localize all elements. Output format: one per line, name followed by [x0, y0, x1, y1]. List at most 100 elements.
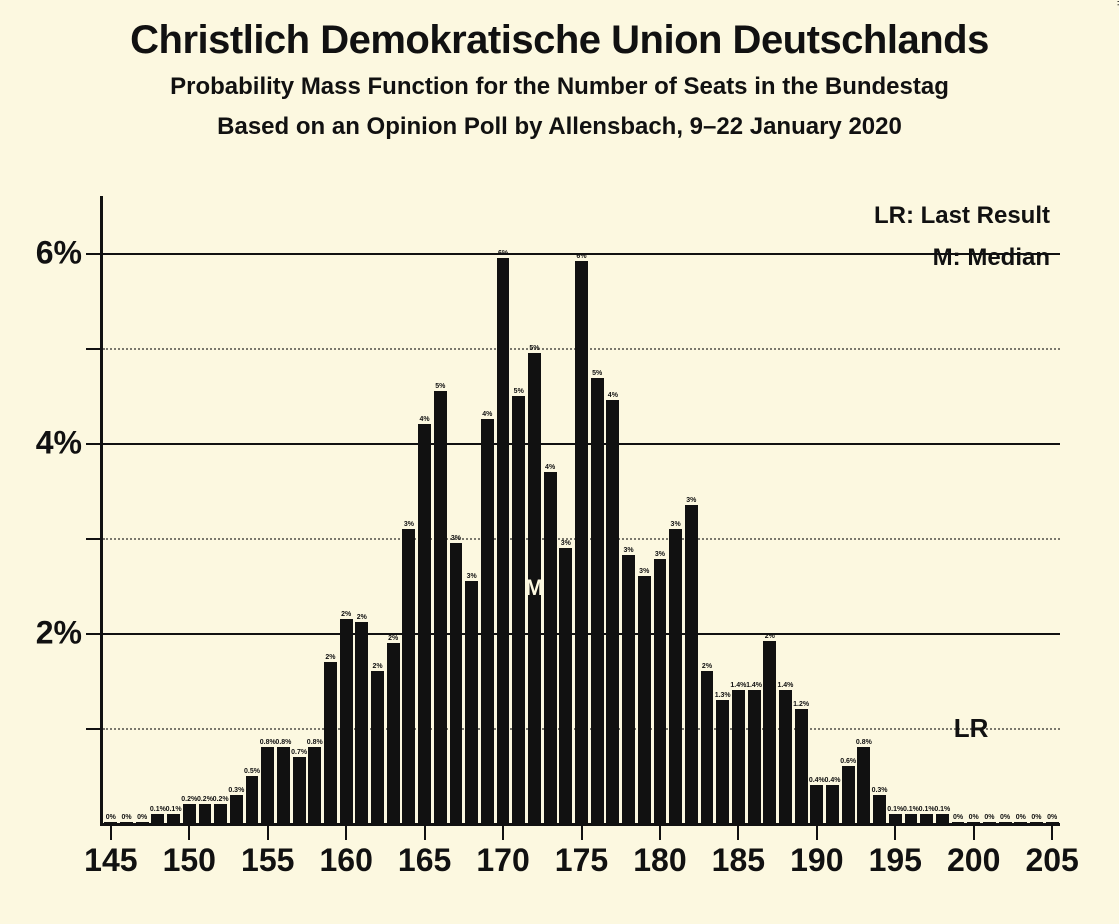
- bar: 0%: [104, 822, 117, 823]
- bar: 0.1%: [151, 814, 164, 824]
- bar-value-label: 0%: [1047, 814, 1057, 822]
- gridline: [103, 633, 1060, 635]
- bar-value-label: 4%: [608, 392, 618, 400]
- bar-value-label: 0.2%: [181, 796, 197, 804]
- x-tick: [581, 826, 583, 840]
- x-axis-label: 195: [869, 842, 922, 879]
- bar: 3%: [654, 559, 667, 823]
- bar: 0.3%: [873, 795, 886, 824]
- bar: 0.8%: [277, 747, 290, 823]
- bar-value-label: 3%: [623, 547, 633, 555]
- x-tick: [894, 826, 896, 840]
- bar-value-label: 1.3%: [715, 692, 731, 700]
- bar: 0.2%: [199, 804, 212, 823]
- bar: 0%: [983, 822, 996, 823]
- bar: 0%: [1014, 822, 1027, 823]
- bar: 0%: [967, 822, 980, 823]
- bar-value-label: 0.1%: [919, 806, 935, 814]
- bar-value-label: 0.1%: [150, 806, 166, 814]
- bar-value-label: 0.4%: [809, 777, 825, 785]
- bar: 1.4%: [732, 690, 745, 823]
- bar-value-label: 0.3%: [872, 787, 888, 795]
- x-axis-label: 180: [633, 842, 686, 879]
- gridline: [103, 538, 1060, 540]
- bar: 4%: [418, 424, 431, 823]
- y-axis-label: 6%: [36, 235, 82, 272]
- y-tick: [86, 253, 100, 255]
- y-axis-label: 2%: [36, 615, 82, 652]
- bar: 4%: [606, 400, 619, 823]
- bar: 0%: [1046, 822, 1059, 823]
- x-axis-label: 190: [790, 842, 843, 879]
- bar-value-label: 0.8%: [275, 739, 291, 747]
- bar: 2%: [371, 671, 384, 823]
- bar: 0.8%: [261, 747, 274, 823]
- bar: 0%: [952, 822, 965, 823]
- bar-value-label: 1.2%: [793, 701, 809, 709]
- bar: 2%: [340, 619, 353, 823]
- x-axis-label: 155: [241, 842, 294, 879]
- x-axis-label: 165: [398, 842, 451, 879]
- bar: 1.4%: [748, 690, 761, 823]
- bar: 0.1%: [920, 814, 933, 824]
- bar: 0.1%: [905, 814, 918, 824]
- bar-value-label: 0%: [137, 814, 147, 822]
- bar-value-label: 0.1%: [887, 806, 903, 814]
- titles: Christlich Demokratische Union Deutschla…: [0, 18, 1119, 141]
- bar: 0.1%: [167, 814, 180, 824]
- chart-subtitle-1: Probability Mass Function for the Number…: [0, 73, 1119, 101]
- bar: 0%: [136, 822, 149, 823]
- bar: 1.3%: [716, 700, 729, 824]
- bar-value-label: 3%: [655, 551, 665, 559]
- x-axis-label: 160: [319, 842, 372, 879]
- bar: 0.4%: [826, 785, 839, 823]
- bar: 0%: [999, 822, 1012, 823]
- y-tick: [86, 443, 100, 445]
- x-tick: [737, 826, 739, 840]
- bar: 0.8%: [857, 747, 870, 823]
- bar-value-label: 2%: [341, 611, 351, 619]
- x-tick: [1051, 826, 1053, 840]
- bar: 5%: [512, 396, 525, 824]
- bar: 3%: [450, 543, 463, 823]
- legend: LR: Last Result M: Median: [874, 202, 1050, 286]
- bar-value-label: 0.4%: [825, 777, 841, 785]
- x-tick: [188, 826, 190, 840]
- bar-value-label: 0.2%: [197, 796, 213, 804]
- bar: 0.1%: [936, 814, 949, 824]
- x-tick: [816, 826, 818, 840]
- bar: 5%: [528, 353, 541, 823]
- legend-lr: LR: Last Result: [874, 202, 1050, 230]
- y-tick: [86, 348, 100, 350]
- bar-value-label: 4%: [420, 416, 430, 424]
- bar: 4%: [544, 472, 557, 824]
- bar-value-label: 2%: [325, 654, 335, 662]
- bar-value-label: 0.8%: [307, 739, 323, 747]
- gridline: [103, 443, 1060, 445]
- bar: 0.8%: [308, 747, 321, 823]
- bar-value-label: 5%: [514, 388, 524, 396]
- bar: 2%: [324, 662, 337, 824]
- x-tick: [502, 826, 504, 840]
- bar-value-label: 2%: [702, 663, 712, 671]
- bar-value-label: 0%: [1031, 814, 1041, 822]
- bar-value-label: 0.6%: [840, 758, 856, 766]
- bar-value-label: 3%: [404, 521, 414, 529]
- x-axis-label: 145: [84, 842, 137, 879]
- bar-value-label: 3%: [639, 568, 649, 576]
- chart-subtitle-2: Based on an Opinion Poll by Allensbach, …: [0, 113, 1119, 141]
- x-tick: [267, 826, 269, 840]
- bar-value-label: 0.3%: [228, 787, 244, 795]
- bar: 6%: [575, 261, 588, 823]
- bar: 2%: [763, 641, 776, 823]
- bar: 0.2%: [214, 804, 227, 823]
- gridline: [103, 253, 1060, 255]
- bar-value-label: 0.8%: [260, 739, 276, 747]
- bar-value-label: 2%: [388, 635, 398, 643]
- bar-value-label: 0.5%: [244, 768, 260, 776]
- legend-m: M: Median: [874, 244, 1050, 272]
- bar: 0.2%: [183, 804, 196, 823]
- x-tick: [110, 826, 112, 840]
- last-result-marker: LR: [954, 713, 989, 744]
- bar: 3%: [685, 505, 698, 823]
